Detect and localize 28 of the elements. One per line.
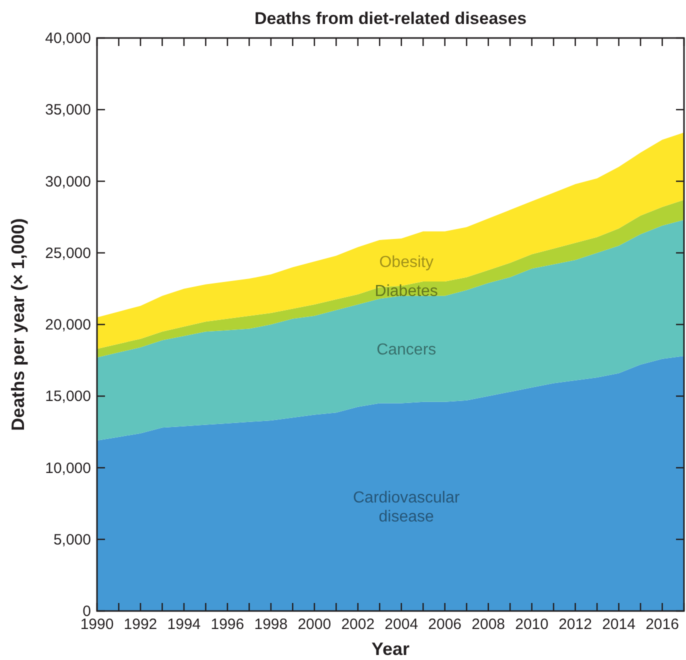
series-label: Cancers bbox=[376, 342, 436, 359]
y-tick-label: 15,000 bbox=[45, 388, 91, 406]
x-tick-label: 2012 bbox=[558, 616, 592, 633]
y-tick-label: 5,000 bbox=[53, 531, 91, 548]
series-label: Obesity bbox=[379, 254, 434, 272]
series-label: Cardiovascular disease bbox=[353, 490, 460, 526]
x-tick-label: 2004 bbox=[384, 616, 418, 633]
x-tick-label: 1994 bbox=[167, 616, 201, 633]
series-label: Diabetes bbox=[374, 282, 438, 300]
y-tick-label: 40,000 bbox=[45, 30, 91, 47]
x-tick-label: 1998 bbox=[254, 616, 288, 633]
x-tick-label: 2010 bbox=[515, 616, 548, 633]
x-tick-label: 2006 bbox=[428, 616, 462, 633]
y-axis-title: Deaths per year (× 1,000) bbox=[8, 218, 28, 431]
y-tick-label: 10,000 bbox=[45, 460, 91, 477]
chart-title: Deaths from diet-related diseases bbox=[254, 9, 527, 28]
x-tick-label: 2002 bbox=[341, 616, 375, 633]
x-axis-title: Year bbox=[371, 639, 410, 659]
x-tick-label: 1996 bbox=[210, 616, 244, 633]
y-tick-label: 20,000 bbox=[45, 316, 91, 334]
x-tick-label: 2014 bbox=[602, 616, 636, 633]
x-tick-label: 2008 bbox=[472, 616, 506, 633]
y-tick-label: 35,000 bbox=[45, 102, 91, 119]
y-tick-label: 30,000 bbox=[45, 173, 91, 190]
x-tick-label: 2000 bbox=[298, 616, 332, 633]
x-tick-label: 2016 bbox=[646, 616, 679, 633]
x-tick-label: 1992 bbox=[124, 616, 158, 633]
y-tick-label: 25,000 bbox=[45, 244, 91, 262]
